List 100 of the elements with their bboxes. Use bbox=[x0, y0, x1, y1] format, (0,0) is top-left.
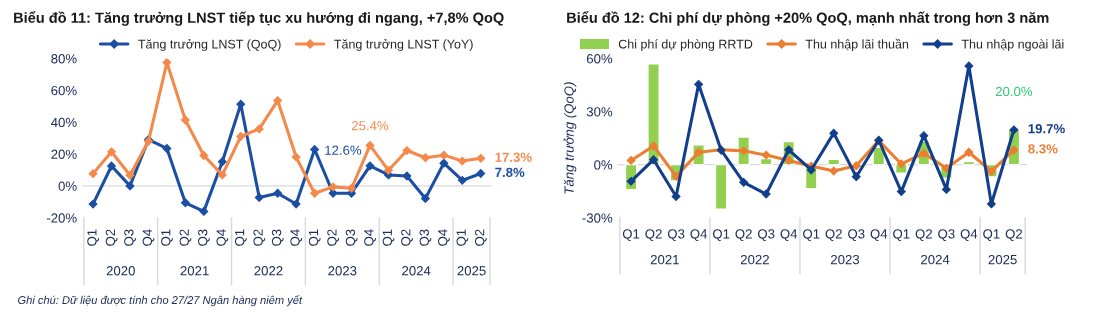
point bbox=[328, 182, 338, 192]
point bbox=[896, 159, 906, 169]
legend-label: Tăng trưởng LNST (YoY) bbox=[334, 38, 473, 51]
point bbox=[402, 171, 412, 181]
point bbox=[896, 187, 906, 197]
point bbox=[291, 152, 301, 162]
point bbox=[626, 155, 636, 165]
point bbox=[365, 161, 375, 171]
point bbox=[273, 96, 283, 105]
point bbox=[384, 165, 393, 175]
data-label: 25.4% bbox=[351, 121, 389, 131]
point bbox=[851, 172, 861, 182]
data-label: 7.8% bbox=[495, 167, 525, 178]
point bbox=[310, 188, 320, 198]
y-tick-label: -30% bbox=[582, 213, 613, 223]
y-tick-label: 80% bbox=[51, 54, 77, 64]
x-tick-label: Q1 bbox=[622, 229, 640, 241]
point bbox=[125, 170, 135, 180]
x-tick-label: Q1 bbox=[983, 229, 1000, 241]
point bbox=[476, 153, 486, 163]
point bbox=[1009, 125, 1019, 135]
text: 2025 bbox=[988, 254, 1017, 265]
x-tick-label: Q1 bbox=[712, 229, 730, 241]
point bbox=[291, 199, 301, 209]
x-tick-label: Q4 bbox=[780, 229, 798, 241]
text: 2024 bbox=[402, 266, 431, 276]
point bbox=[180, 115, 190, 125]
point bbox=[919, 131, 929, 141]
point bbox=[439, 150, 449, 160]
point bbox=[162, 144, 172, 153]
x-tick-label: Q2 bbox=[253, 229, 266, 246]
data-label: 19.7% bbox=[1028, 124, 1065, 134]
x-tick-label: Q1 bbox=[87, 229, 99, 246]
legend-label: Tăng trưởng LNST (QoQ) bbox=[138, 38, 281, 51]
x-tick-label: Q4 bbox=[870, 229, 888, 241]
point bbox=[180, 198, 190, 208]
x-tick-label: Q3 bbox=[667, 229, 685, 241]
point bbox=[365, 141, 375, 150]
text: 2023 bbox=[830, 254, 860, 265]
x-tick-label: Q1 bbox=[161, 229, 173, 246]
point bbox=[671, 192, 681, 201]
bar bbox=[759, 157, 773, 166]
legend-label: Chi phí dự phòng RRTD bbox=[618, 39, 753, 51]
x-tick-label: Q4 bbox=[438, 229, 450, 246]
x-tick-label: Q3 bbox=[758, 229, 775, 241]
x-tick-label: Q2 bbox=[179, 229, 192, 246]
x-tick-label: Q3 bbox=[938, 229, 955, 241]
x-tick-label: Q4 bbox=[216, 229, 229, 246]
x-tick-label: Q3 bbox=[419, 229, 432, 246]
x-tick-label: Q4 bbox=[960, 229, 978, 241]
point bbox=[964, 147, 974, 157]
x-tick-label: Q3 bbox=[345, 229, 358, 246]
x-tick-label: Q3 bbox=[271, 229, 284, 246]
x-tick-label: Q2 bbox=[401, 229, 413, 246]
x-tick-label: Q2 bbox=[915, 229, 932, 241]
x-tick-label: Q2 bbox=[105, 229, 118, 246]
point bbox=[694, 79, 704, 89]
point bbox=[199, 206, 209, 216]
y-tick-label: 60% bbox=[586, 54, 613, 64]
point bbox=[784, 155, 794, 165]
text: 2024 bbox=[921, 254, 950, 265]
point bbox=[420, 153, 430, 163]
x-tick-label: Q1 bbox=[308, 229, 321, 246]
point bbox=[162, 58, 172, 67]
text: Ghi chú: Dữ liệu được tính cho 27/27 Ngân hàng niêm yết bbox=[18, 295, 303, 307]
y-tick-label: 0% bbox=[594, 160, 613, 170]
text: 2021 bbox=[650, 254, 679, 265]
text: 2025 bbox=[457, 266, 486, 276]
x-tick-label: Q3 bbox=[848, 229, 865, 241]
y-tick-label: 60% bbox=[51, 85, 77, 96]
chart-title: Biểu đồ 11: Tăng trưởng LNST tiếp tục xu hướng đi ngang, +7,8% QoQ bbox=[14, 10, 504, 26]
x-tick-label: Q1 bbox=[234, 229, 247, 246]
point bbox=[806, 165, 816, 175]
text: 2021 bbox=[180, 266, 209, 276]
data-label: 12.6% bbox=[325, 145, 362, 155]
point bbox=[107, 161, 116, 171]
text: 2022 bbox=[254, 266, 283, 276]
y-tick-label: 0% bbox=[58, 181, 77, 191]
y-tick-label: 40% bbox=[51, 117, 77, 128]
text: 2023 bbox=[328, 266, 357, 276]
x-tick-label: Q4 bbox=[690, 229, 708, 241]
x-tick-label: Q1 bbox=[456, 229, 469, 246]
point bbox=[761, 150, 771, 160]
point bbox=[217, 157, 227, 167]
y-axis-title: Tăng trưởng (QoQ) bbox=[563, 82, 577, 194]
point bbox=[402, 146, 412, 155]
point bbox=[125, 181, 135, 191]
y-tick-label: 20% bbox=[51, 149, 77, 159]
legend-label: Thu nhập ngoài lãi bbox=[961, 39, 1064, 51]
x-tick-label: Q2 bbox=[735, 229, 752, 241]
x-tick-label: Q1 bbox=[893, 229, 910, 241]
point bbox=[829, 166, 839, 176]
x-tick-label: Q4 bbox=[290, 229, 303, 246]
x-tick-label: Q2 bbox=[825, 229, 842, 241]
bar bbox=[827, 158, 841, 166]
point bbox=[88, 169, 98, 179]
point bbox=[761, 189, 771, 199]
point bbox=[649, 155, 659, 165]
x-tick-label: Q3 bbox=[124, 229, 136, 246]
x-tick-label: Q2 bbox=[1005, 229, 1023, 241]
